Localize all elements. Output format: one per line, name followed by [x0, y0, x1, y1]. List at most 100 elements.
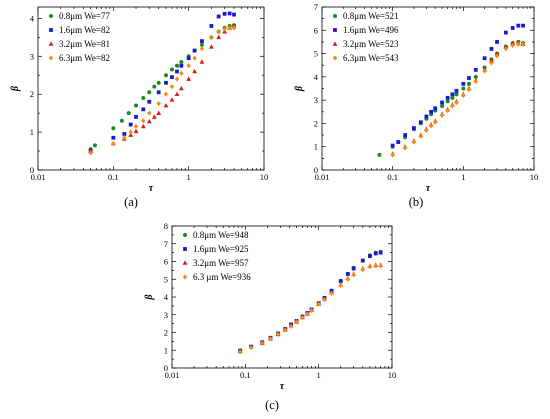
series-3 [390, 41, 526, 158]
data-point [309, 307, 314, 313]
data-point [367, 264, 373, 270]
legend-entry-label: 3.2μm We=957 [193, 258, 249, 268]
data-point [283, 327, 288, 333]
data-point [192, 55, 197, 61]
data-point [170, 75, 174, 80]
data-point [147, 90, 152, 95]
data-point [300, 314, 305, 321]
series-0 [377, 39, 526, 157]
legend-marker [49, 14, 53, 18]
data-point [521, 23, 525, 28]
y-tick-label: 7 [314, 2, 318, 12]
data-point [169, 67, 174, 72]
data-point [147, 110, 152, 116]
legend-marker [48, 41, 54, 46]
data-point [268, 336, 273, 342]
data-point [134, 103, 139, 108]
data-point [360, 258, 365, 263]
data-point [429, 109, 434, 114]
data-point [163, 102, 169, 108]
data-point [461, 81, 466, 86]
data-point [141, 118, 146, 124]
legend-entry-label: 0.8μm We=521 [343, 11, 399, 21]
data-point [503, 43, 509, 49]
data-point [316, 301, 321, 307]
data-point [179, 59, 184, 64]
series-1 [390, 23, 525, 148]
data-point [473, 74, 478, 79]
y-tick-label: 6 [314, 25, 318, 35]
plot-frame [37, 6, 265, 171]
data-point [418, 133, 423, 139]
data-point [169, 97, 175, 102]
data-point [122, 135, 127, 141]
panel-caption: (a) [124, 195, 138, 209]
data-point [473, 67, 478, 72]
y-tick-label: 4 [314, 72, 319, 82]
data-point [412, 126, 416, 130]
data-point [390, 143, 395, 148]
y-tick-label: 3 [30, 51, 34, 61]
data-point [510, 40, 516, 45]
y-tick-label: 2 [314, 118, 318, 128]
data-point [461, 92, 466, 99]
data-point [294, 319, 299, 325]
data-point [179, 70, 184, 76]
legend-entry-label: 1.6μm We=925 [193, 244, 249, 254]
data-point [440, 100, 444, 105]
legend-marker [333, 14, 337, 18]
data-point [128, 129, 133, 135]
y-tick-label: 5 [314, 49, 318, 59]
data-point [516, 41, 521, 47]
data-point [424, 114, 429, 119]
legend-entry-label: 3.2μm We=523 [343, 39, 399, 49]
data-point [208, 44, 214, 49]
data-point [510, 26, 515, 30]
data-point [305, 311, 310, 317]
data-point [418, 120, 423, 125]
data-point [503, 46, 509, 52]
data-point [186, 76, 192, 81]
data-point [368, 254, 372, 259]
legend-entry-label: 1.6μm We=496 [343, 25, 399, 35]
data-point [222, 11, 227, 16]
data-point [424, 127, 429, 134]
data-point [503, 30, 508, 35]
data-point [174, 91, 180, 96]
data-point [411, 139, 417, 145]
data-point [178, 85, 184, 91]
data-point [329, 290, 334, 297]
y-axis-label: β [10, 85, 21, 92]
chart-panel-1: 0.01 0.1 1 10 0 1 2 3 4 5 6 7 τ β 0.8μm We=521 1.6μm We… [294, 2, 538, 209]
chart-panel-0: 0.01 0.1 1 10 0 1 2 3 4 τ β 0.8μm We=77 1.6μm We=82 3… [10, 6, 268, 209]
data-point [179, 63, 184, 68]
data-point [152, 84, 157, 89]
data-point [119, 118, 124, 123]
panel-caption: (c) [265, 398, 279, 412]
data-point [222, 26, 227, 32]
data-point [345, 276, 351, 282]
y-tick-label: 8 [164, 221, 168, 231]
data-point [227, 11, 232, 16]
y-tick-label: 0 [314, 165, 318, 175]
data-point [351, 266, 356, 271]
data-point [445, 95, 450, 100]
data-point [192, 48, 197, 53]
data-point [482, 68, 487, 74]
y-tick-label: 2 [30, 89, 34, 99]
data-point [156, 90, 161, 95]
data-point [111, 135, 116, 140]
x-tick-label: 0.1 [108, 172, 119, 182]
data-point [494, 53, 500, 59]
series-0 [88, 23, 237, 152]
data-point [373, 263, 378, 269]
data-point [288, 323, 294, 329]
data-point [133, 123, 139, 130]
data-point [126, 111, 131, 116]
data-point [260, 340, 265, 346]
y-tick-label: 2 [164, 328, 168, 338]
x-tick-label: 1 [461, 172, 465, 182]
data-point [227, 25, 232, 31]
series-0 [238, 249, 383, 353]
x-tick-label: 0.1 [240, 370, 251, 380]
